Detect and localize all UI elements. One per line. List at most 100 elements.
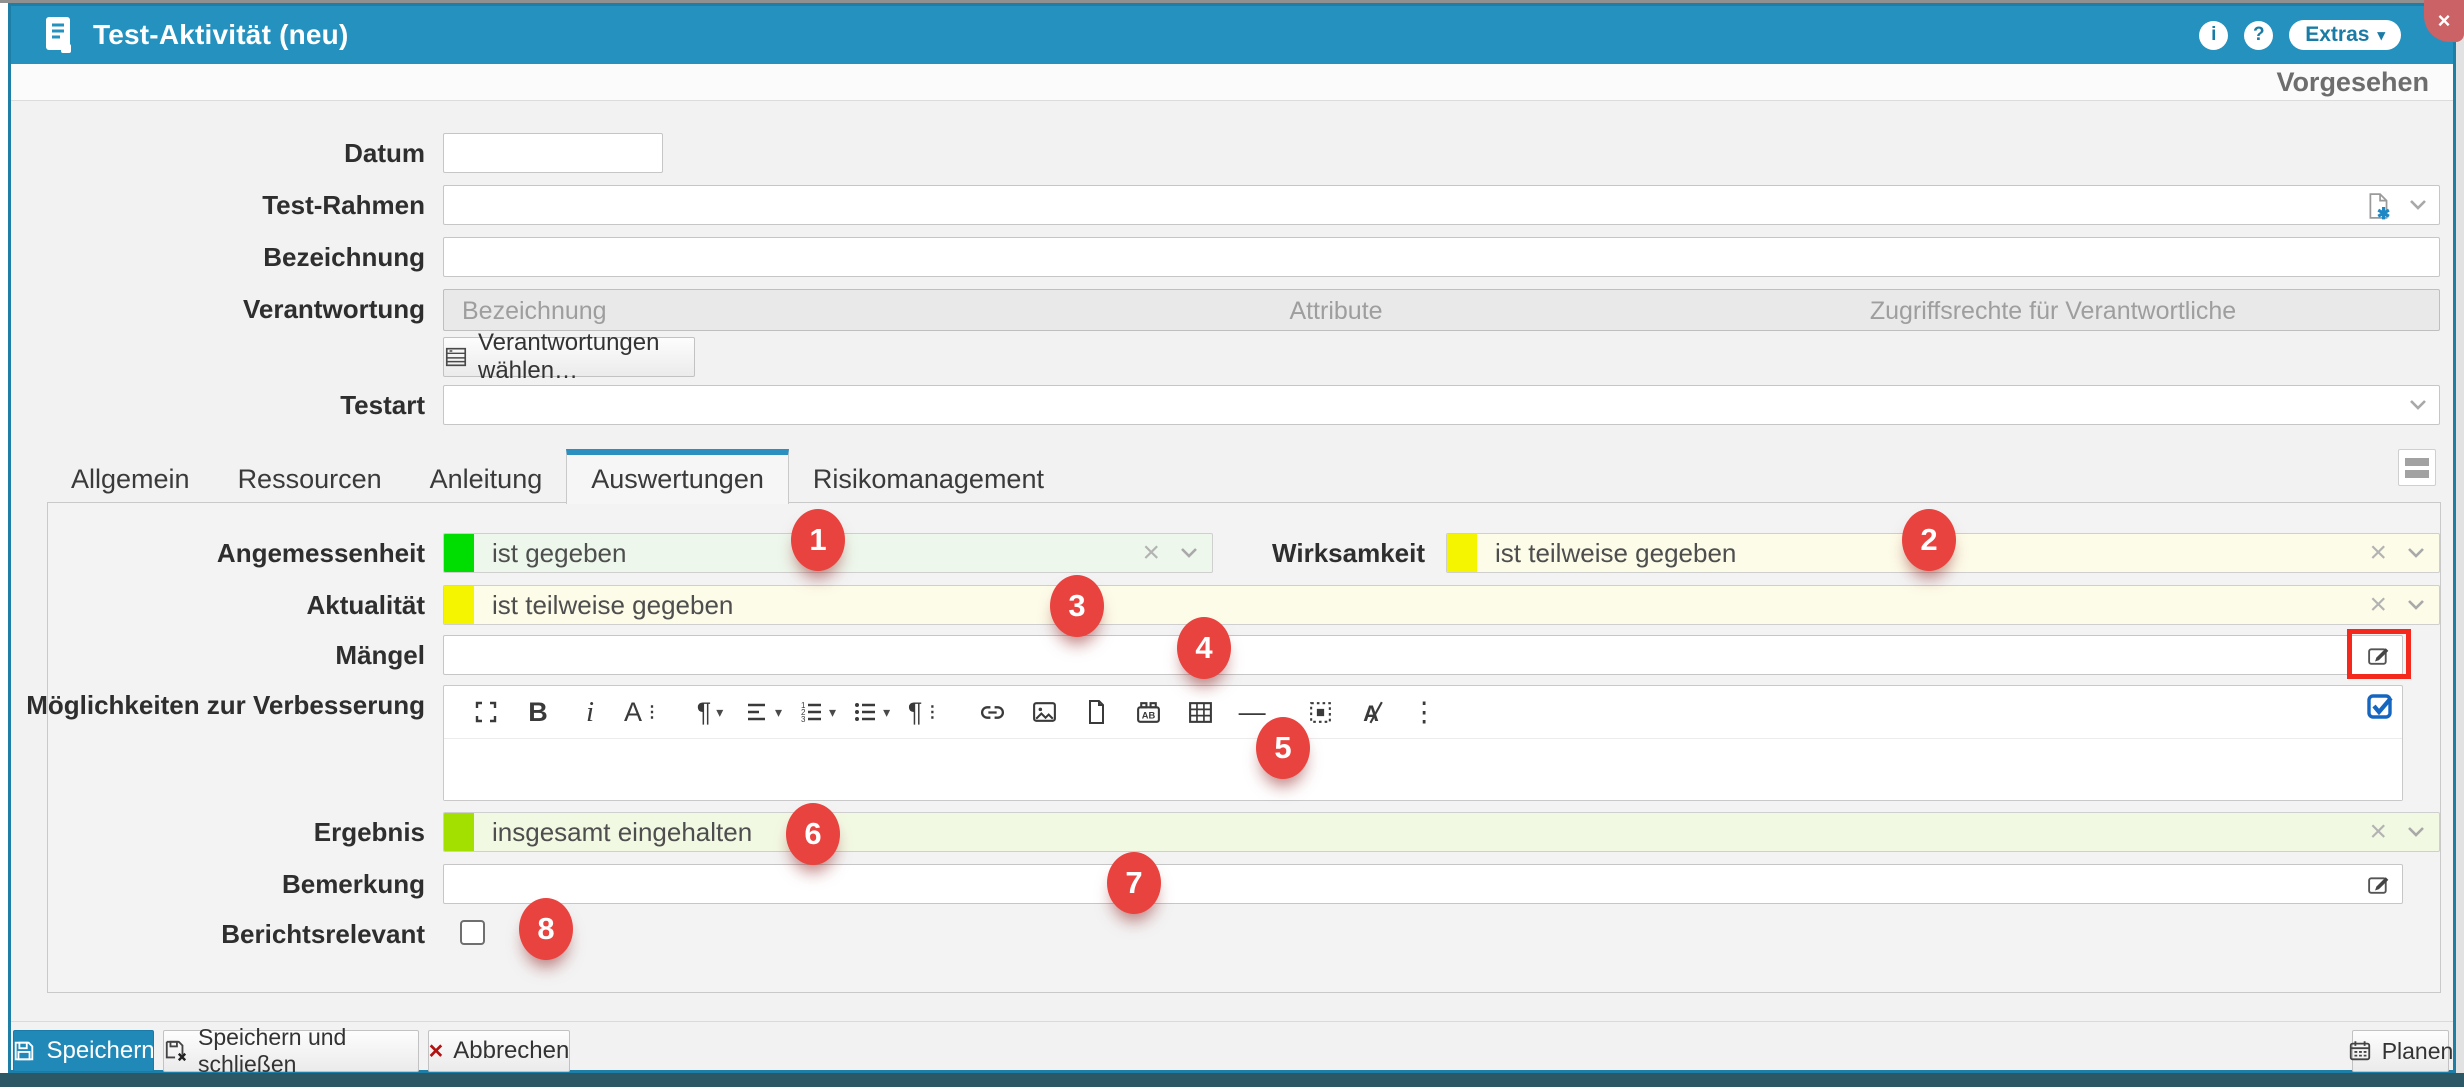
- verantwortung-table-header: Bezeichnung Attribute Zugriffsrechte für…: [443, 289, 2440, 331]
- block-select-icon[interactable]: [1302, 693, 1338, 731]
- svg-text:3: 3: [801, 715, 806, 724]
- bold-icon[interactable]: B: [528, 696, 548, 727]
- more-options-icon[interactable]: ⋮: [1410, 696, 1438, 727]
- verbesserung-label: Möglichkeiten zur Verbesserung: [26, 690, 425, 720]
- annotation-badge-1: 1: [791, 509, 845, 571]
- yellow-swatch: [1447, 534, 1477, 572]
- help-button[interactable]: ?: [2244, 20, 2274, 50]
- chevron-down-icon[interactable]: [2407, 547, 2425, 559]
- test-rahmen-input[interactable]: ✱: [443, 185, 2440, 225]
- clear-icon[interactable]: ×: [2369, 588, 2387, 621]
- align-icon[interactable]: ▾: [744, 693, 782, 731]
- column-bezeichnung: Bezeichnung: [462, 297, 607, 325]
- font-options-icon[interactable]: A ⋮: [624, 696, 661, 727]
- datum-input[interactable]: [443, 133, 663, 173]
- testart-input[interactable]: [443, 385, 2440, 425]
- italic-icon[interactable]: i: [585, 695, 595, 728]
- verantwortungen-waehlen-button[interactable]: Verantwortungen wählen…: [443, 329, 695, 384]
- maengel-label: Mängel: [335, 640, 425, 670]
- titlebar-actions: i ? Extras ▾: [2199, 20, 2401, 50]
- red-highlight-box: [2347, 629, 2411, 679]
- unordered-list-icon[interactable]: ▾: [852, 693, 890, 731]
- window-top-edge: [0, 0, 2464, 3]
- annotation-badge-8: 8: [519, 898, 573, 960]
- footer-divider: [11, 1021, 2453, 1022]
- checked-checkbox-icon[interactable]: [2366, 692, 2394, 720]
- info-button[interactable]: i: [2199, 20, 2229, 50]
- save-label: Speichern: [46, 1037, 155, 1064]
- bemerkung-label: Bemerkung: [281, 869, 425, 899]
- document-icon: [41, 15, 75, 55]
- close-button[interactable]: ×: [2424, 0, 2464, 42]
- column-attribute: Attribute: [1289, 297, 1383, 325]
- tab-risikomanagement[interactable]: Risikomanagement: [812, 464, 1044, 494]
- window-right-edge: [2456, 0, 2464, 1087]
- annotation-badge-7: 7: [1107, 852, 1161, 914]
- ergebnis-select[interactable]: insgesamt eingehalten ×: [443, 812, 2440, 852]
- abbreviation-block-icon[interactable]: AB: [1130, 693, 1166, 731]
- angemessenheit-value: ist gegeben: [492, 537, 627, 568]
- save-and-close-button[interactable]: Speichern und schließen: [163, 1024, 419, 1077]
- ergebnis-value: insgesamt eingehalten: [492, 816, 753, 847]
- red-x-icon: ×: [428, 1036, 444, 1065]
- bezeichnung-input[interactable]: [443, 237, 2440, 277]
- lightgreen-swatch: [444, 813, 474, 851]
- editor-body[interactable]: [444, 739, 2402, 800]
- testart-label: Testart: [340, 390, 425, 420]
- horizontal-rule-icon[interactable]: —: [1238, 696, 1266, 727]
- maengel-input[interactable]: [443, 635, 2403, 675]
- paragraph-style-icon[interactable]: ¶ ▾: [696, 696, 724, 727]
- table-icon[interactable]: [1182, 693, 1218, 731]
- annotation-badge-2: 2: [1902, 509, 1956, 571]
- save-button[interactable]: Speichern: [13, 1030, 155, 1072]
- paragraph-options-icon[interactable]: ¶ ⋮: [907, 696, 941, 727]
- edit-pencil-icon[interactable]: [2366, 871, 2393, 898]
- extras-button[interactable]: Extras ▾: [2289, 20, 2401, 50]
- svg-text:2: 2: [801, 708, 806, 717]
- cancel-button[interactable]: × Abbrechen: [428, 1030, 570, 1072]
- save-and-close-label: Speichern und schließen: [198, 1024, 347, 1077]
- clear-icon[interactable]: ×: [1142, 536, 1160, 569]
- svg-text:A: A: [1363, 700, 1379, 725]
- bemerkung-input[interactable]: [443, 864, 2403, 904]
- green-swatch: [444, 534, 474, 572]
- chevron-down-icon[interactable]: [2407, 826, 2425, 838]
- wirksamkeit-value: ist teilweise gegeben: [1495, 537, 1737, 568]
- chevron-down-icon[interactable]: [2407, 599, 2425, 611]
- annotation-badge-5: 5: [1256, 717, 1310, 779]
- svg-text:1: 1: [801, 701, 806, 710]
- tab-allgemein[interactable]: Allgemein: [71, 464, 190, 494]
- svg-text:✱: ✱: [2377, 205, 2391, 220]
- edit-pencil-icon[interactable]: [2366, 642, 2393, 669]
- chevron-down-icon[interactable]: [2409, 399, 2427, 411]
- layout-rows-button[interactable]: [2398, 449, 2436, 486]
- clear-format-icon[interactable]: A: [1354, 693, 1390, 731]
- link-icon[interactable]: [974, 693, 1010, 731]
- fullscreen-icon[interactable]: [468, 693, 504, 731]
- clear-icon[interactable]: ×: [2369, 536, 2387, 569]
- chevron-down-icon[interactable]: [2409, 199, 2427, 211]
- plan-button[interactable]: Planen: [2349, 1030, 2453, 1072]
- aktualitaet-select[interactable]: ist teilweise gegeben ×: [443, 585, 2440, 625]
- clear-icon[interactable]: ×: [2369, 815, 2387, 848]
- angemessenheit-label: Angemessenheit: [216, 538, 425, 568]
- berichtsrelevant-checkbox[interactable]: [460, 920, 485, 945]
- file-icon[interactable]: [1078, 693, 1114, 731]
- tab-ressourcen[interactable]: Ressourcen: [237, 464, 382, 494]
- bezeichnung-label: Bezeichnung: [263, 242, 425, 272]
- ergebnis-label: Ergebnis: [313, 817, 425, 847]
- datum-label: Datum: [344, 138, 425, 168]
- tab-anleitung[interactable]: Anleitung: [429, 464, 543, 494]
- window-bottom-bar: [0, 1073, 2464, 1087]
- status-strip: Vorgesehen: [11, 64, 2453, 101]
- tab-auswertungen[interactable]: Auswertungen: [566, 449, 789, 504]
- svg-text:AB: AB: [1141, 710, 1155, 720]
- image-icon[interactable]: [1026, 693, 1062, 731]
- chevron-down-icon[interactable]: [1180, 547, 1198, 559]
- new-document-icon[interactable]: ✱: [2365, 192, 2393, 220]
- plan-label: Planen: [2381, 1037, 2454, 1064]
